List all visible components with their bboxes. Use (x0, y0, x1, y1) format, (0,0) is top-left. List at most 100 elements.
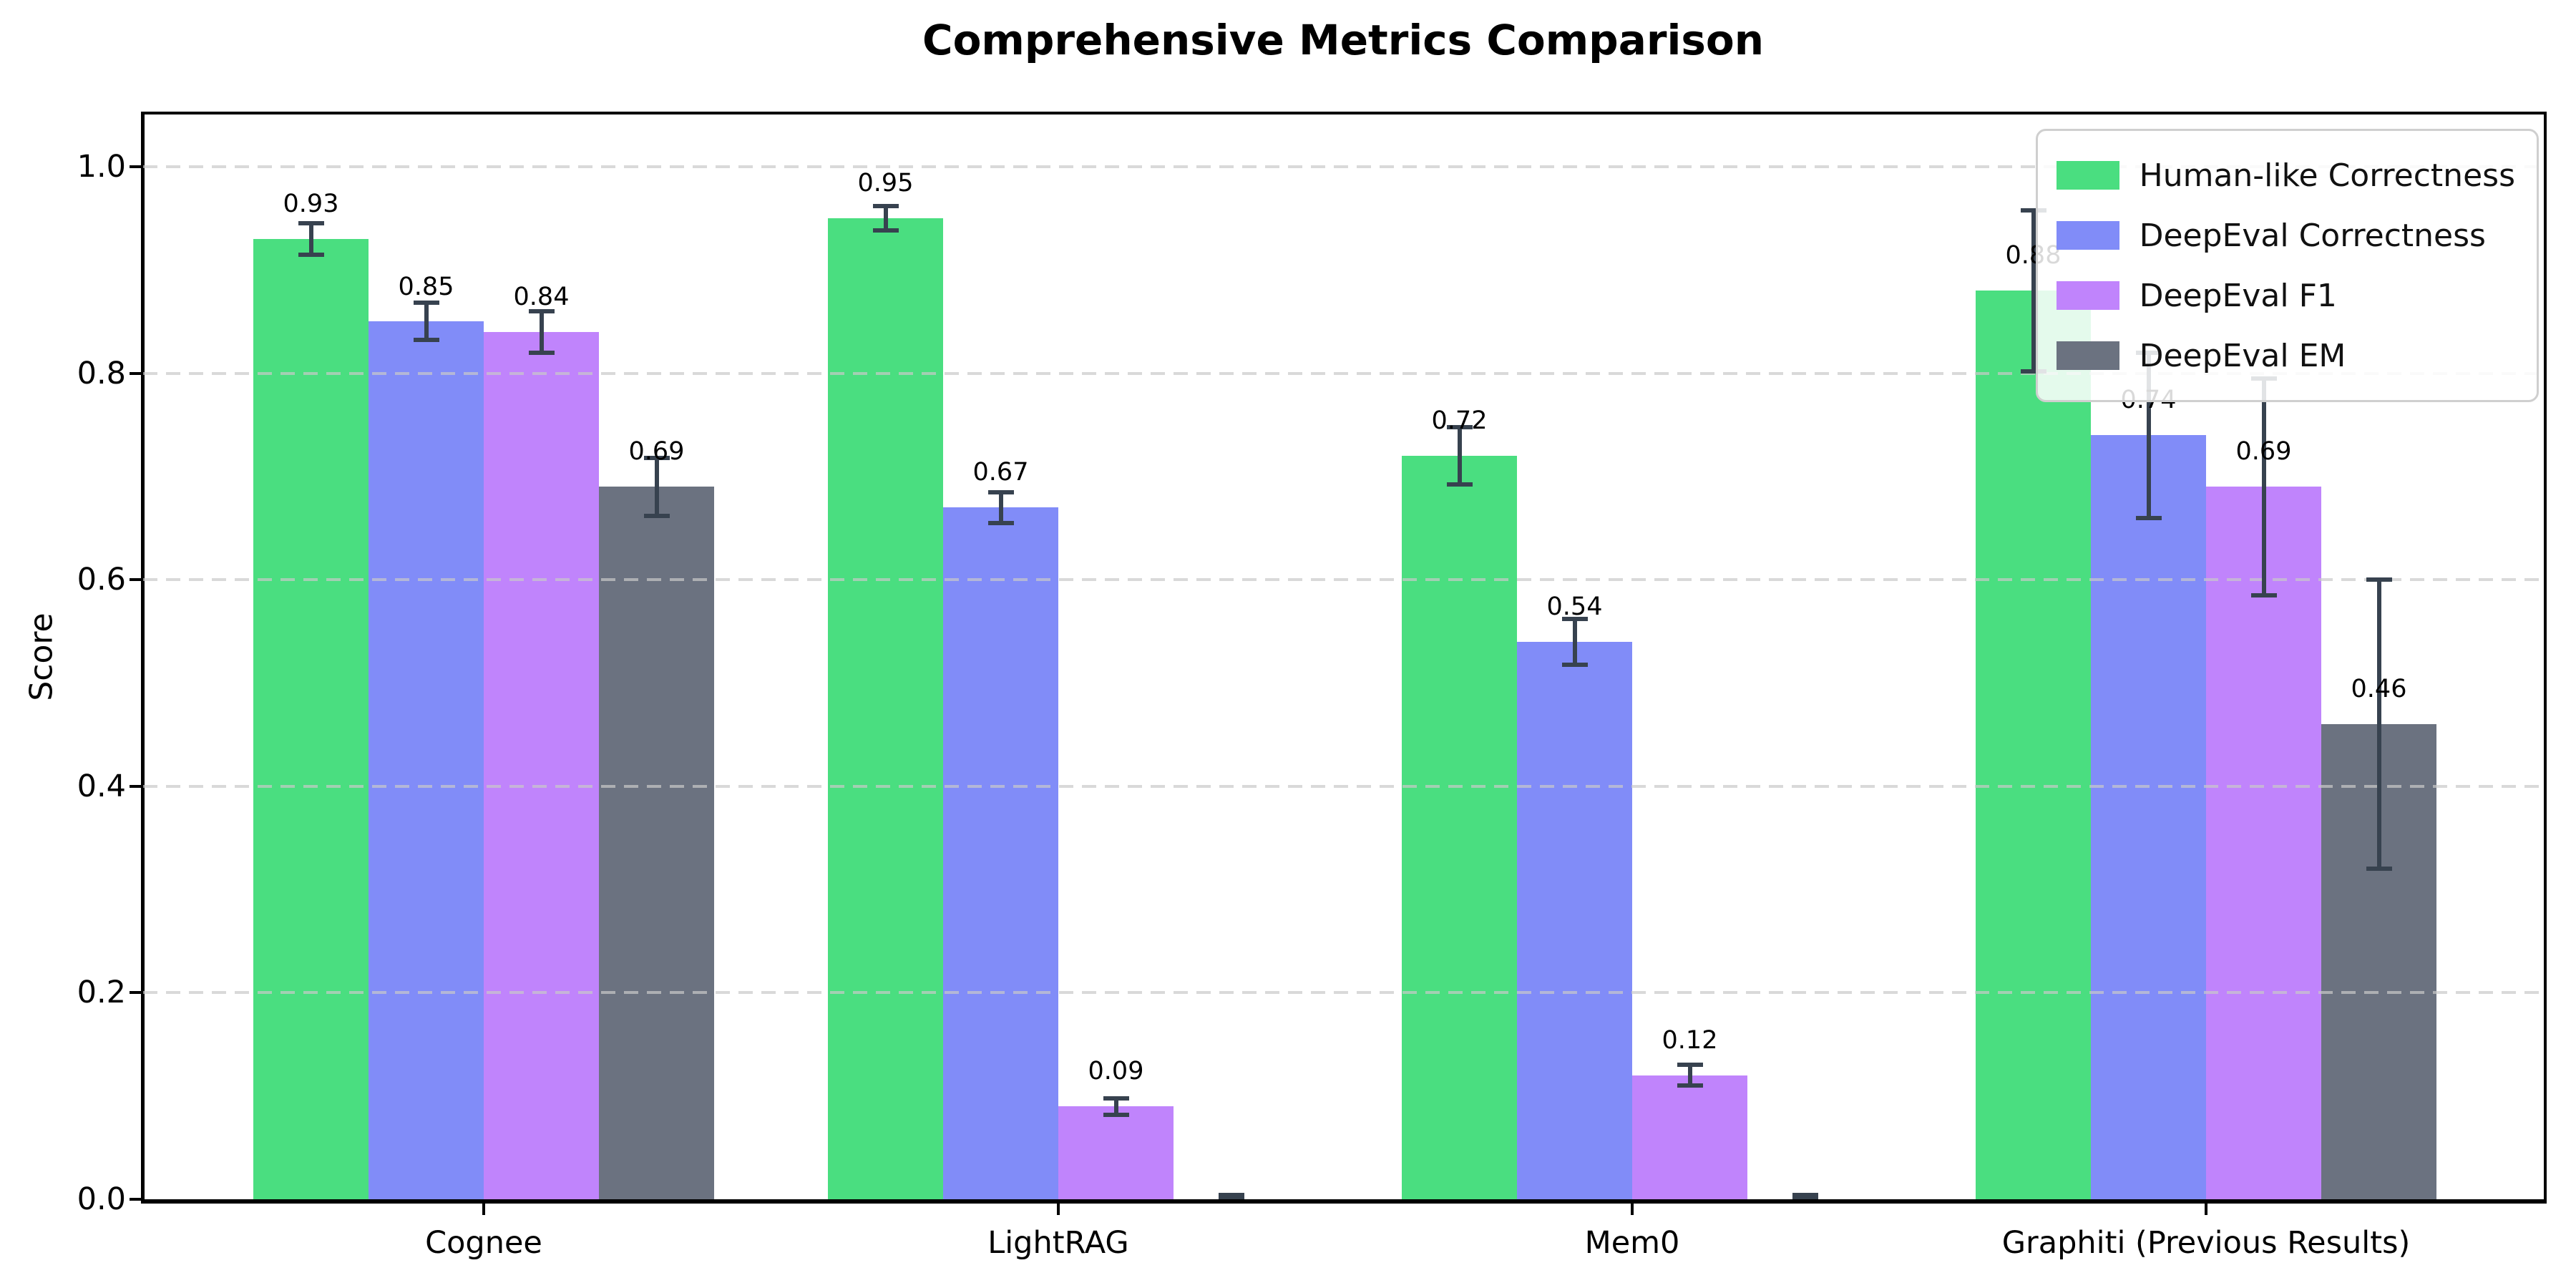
plot-spine-top (141, 112, 2547, 114)
bar-Graphiti (Previous Results)-Human-like Correctness (1976, 291, 2091, 1199)
bar-Mem0-DeepEval F1 (1632, 1075, 1747, 1199)
x-tick-label-0: Cognee (425, 1225, 542, 1261)
errorbar-cap-top (298, 221, 324, 226)
errorbar-cap-top (2366, 577, 2392, 582)
errorbar-line (1457, 426, 1462, 485)
bar-Cognee-DeepEval Correctness (369, 321, 484, 1199)
y-tick-mark (130, 578, 141, 582)
legend-item: DeepEval Correctness (2056, 205, 2515, 265)
errorbar-cap-bottom (2020, 369, 2046, 374)
errorbar-cap-top (1677, 1063, 1703, 1068)
bar-Cognee-DeepEval EM (599, 487, 714, 1199)
errorbar-cap-bottom (643, 513, 670, 518)
bar-value-label: 0.93 (283, 190, 339, 219)
x-tick-label-2: Mem0 (1584, 1225, 1680, 1261)
errorbar-line (2146, 352, 2151, 518)
errorbar-line (539, 311, 544, 353)
plot-spine-right (2544, 112, 2547, 1202)
bar-LightRAG-DeepEval F1 (1058, 1106, 1174, 1199)
bar-value-label: 0.84 (513, 283, 570, 312)
gridline-y-0.6 (143, 578, 2544, 582)
y-axis-label: Score (23, 613, 60, 701)
errorbar-cap-top (1561, 617, 1588, 622)
errorbar-line (308, 223, 313, 255)
errorbar-cap-bottom (1218, 1195, 1244, 1199)
legend-swatch-icon (2056, 281, 2119, 310)
bar-value-label: 0.85 (398, 272, 454, 301)
errorbar-cap-bottom (2250, 592, 2277, 597)
bar-value-label: 0.12 (1662, 1025, 1718, 1055)
errorbar-line (2376, 580, 2381, 869)
bar-value-label: 0.46 (2351, 675, 2407, 704)
y-tick-label: 1.0 (77, 149, 126, 185)
y-tick-label: 0.2 (77, 975, 126, 1011)
errorbar-cap-bottom (1561, 662, 1588, 667)
legend-swatch-icon (2056, 341, 2119, 370)
errorbar-line (1687, 1065, 1692, 1086)
bar-Cognee-DeepEval F1 (484, 331, 599, 1199)
x-tick-label-1: LightRAG (987, 1225, 1129, 1261)
x-tick-mark (1057, 1204, 1060, 1215)
gridline-y-0.4 (143, 784, 2544, 788)
errorbar-cap-top (643, 455, 670, 460)
errorbar-line (1113, 1098, 1118, 1115)
gridline-y-0.8 (143, 371, 2544, 375)
errorbar-cap-bottom (528, 350, 555, 355)
errorbar-cap-top (987, 489, 1014, 494)
bar-Graphiti (Previous Results)-DeepEval Correctness (2091, 435, 2206, 1199)
legend-item: DeepEval F1 (2056, 265, 2515, 326)
errorbar-line (654, 457, 659, 516)
bar-value-label: 0.95 (857, 169, 914, 198)
errorbar-line (2261, 378, 2266, 595)
y-tick-mark (130, 371, 141, 375)
bar-value-label: 0.69 (2235, 437, 2292, 467)
plot-area: 0.930.950.720.880.850.670.540.740.840.09… (141, 112, 2547, 1204)
bar-Mem0-DeepEval Correctness (1517, 641, 1632, 1199)
legend: Human-like Correctness DeepEval Correctne… (2035, 129, 2539, 402)
bar-Graphiti (Previous Results)-DeepEval F1 (2206, 487, 2321, 1199)
errorbar-cap-bottom (2135, 515, 2162, 520)
errorbar-cap-bottom (987, 520, 1014, 525)
x-tick-mark (1631, 1204, 1634, 1215)
y-tick-mark (130, 165, 141, 168)
bar-LightRAG-Human-like Correctness (828, 218, 943, 1199)
errorbar-cap-bottom (1446, 482, 1473, 487)
errorbar-cap-bottom (413, 338, 439, 343)
errorbar-cap-bottom (1677, 1083, 1703, 1088)
legend-item: DeepEval EM (2056, 326, 2515, 386)
legend-swatch-icon (2056, 221, 2119, 250)
bar-value-label: 0.69 (628, 437, 685, 467)
gridline-y-1 (143, 165, 2544, 168)
errorbar-cap-top (413, 301, 439, 306)
errorbar-line (883, 205, 888, 231)
x-tick-label-3: Graphiti (Previous Results) (2001, 1225, 2411, 1261)
bar-Mem0-Human-like Correctness (1402, 456, 1517, 1199)
y-tick-label: 0.8 (77, 355, 126, 391)
chart-title: Comprehensive Metrics Comparison (922, 16, 1764, 64)
errorbar-cap-top (528, 309, 555, 314)
errorbar-cap-top (872, 203, 899, 208)
legend-swatch-icon (2056, 161, 2119, 190)
bar-value-label: 0.09 (1088, 1057, 1144, 1086)
errorbar-cap-bottom (1792, 1195, 1818, 1199)
y-tick-label: 0.0 (77, 1181, 126, 1217)
bar-value-label: 0.67 (972, 458, 1029, 487)
bar-value-label: 0.54 (1546, 592, 1603, 621)
errorbar-cap-bottom (2366, 867, 2392, 872)
errorbar-line (2031, 210, 2036, 371)
errorbar-cap-bottom (298, 252, 324, 257)
legend-item-label: DeepEval F1 (2139, 277, 2337, 314)
errorbar-cap-top (1103, 1096, 1129, 1101)
legend-item-label: Human-like Correctness (2139, 157, 2515, 194)
x-tick-mark (482, 1204, 485, 1215)
y-tick-mark (130, 784, 141, 788)
errorbar-line (424, 303, 429, 341)
y-tick-mark (130, 991, 141, 995)
errorbar-cap-top (2020, 208, 2046, 213)
y-tick-label: 0.6 (77, 562, 126, 598)
bar-Cognee-Human-like Correctness (253, 239, 369, 1199)
bar-value-label: 0.72 (1431, 406, 1488, 436)
legend-item-label: DeepEval EM (2139, 337, 2346, 374)
bar-LightRAG-DeepEval Correctness (943, 507, 1058, 1199)
